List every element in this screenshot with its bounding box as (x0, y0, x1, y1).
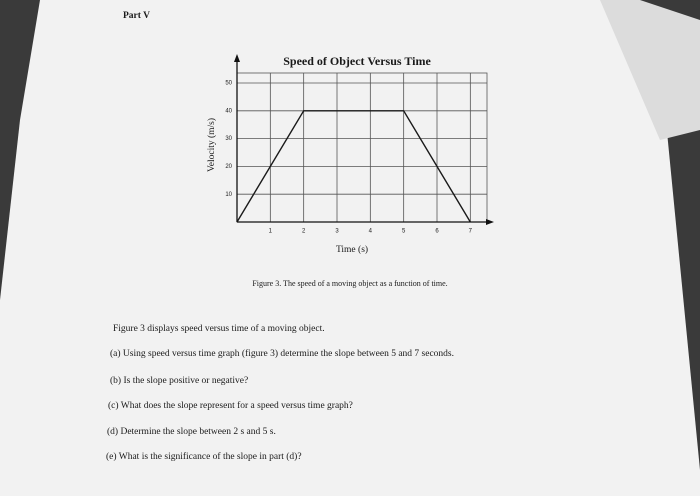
x-tick-label: 4 (369, 229, 373, 235)
y-tick-label: 40 (225, 108, 232, 114)
paper-edge (600, 0, 700, 140)
question: (d) Determine the slope between 2 s and … (107, 426, 276, 437)
x-axis-label: Time (s) (336, 244, 368, 255)
part-label: Part V (123, 11, 150, 21)
x-axis-arrow (486, 219, 494, 225)
y-tick-label: 20 (225, 164, 232, 170)
x-tick-label: 1 (269, 229, 273, 235)
chart-title: Speed of Object Versus Time (283, 54, 431, 68)
y-tick-label: 50 (225, 81, 232, 87)
question: (c) What does the slope represent for a … (108, 400, 353, 411)
y-tick-label: 10 (225, 192, 232, 198)
x-tick-label: 3 (335, 229, 339, 235)
intro-text: Figure 3 displays speed versus time of a… (113, 323, 325, 334)
x-tick-label: 6 (435, 229, 439, 235)
x-tick-label: 7 (469, 229, 473, 235)
y-axis-arrow (234, 54, 240, 62)
x-tick-label: 5 (402, 229, 406, 235)
y-tick-label: 30 (225, 136, 232, 142)
data-line (236, 110, 471, 223)
question: (b) Is the slope positive or negative? (110, 375, 248, 386)
question: (a) Using speed versus time graph (figur… (110, 348, 454, 359)
y-axis-label: Velocity (m/s) (206, 118, 217, 172)
question: (e) What is the significance of the slop… (106, 451, 302, 462)
chart: 10 20 30 40 50 1 2 3 4 5 6 7 (225, 72, 488, 235)
x-tick-label: 2 (302, 229, 306, 235)
figure-caption: Figure 3. The speed of a moving object a… (252, 279, 447, 288)
